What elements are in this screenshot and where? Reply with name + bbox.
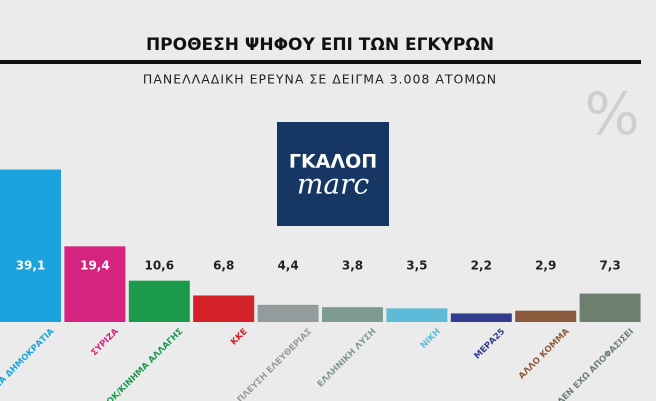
value-label: 4,4 — [277, 259, 298, 273]
bar — [193, 295, 255, 322]
logo-box — [277, 122, 389, 226]
value-label: 3,8 — [342, 259, 363, 273]
chart-subtitle: ΠΑΝΕΛΛΑΔΙΚΗ ΕΡΕΥΝΑ ΣΕ ΔΕΙΓΜΑ 3.008 ΑΤΟΜΩ… — [143, 72, 497, 87]
bar — [579, 293, 641, 322]
x-tick-label: ΑΛΛΟ ΚΟΜΜΑ — [517, 327, 572, 382]
value-label: 2,9 — [535, 259, 556, 273]
chart-title: ΠΡΟΘΕΣΗ ΨΗΦΟΥ ΕΠΙ ΤΩΝ ΕΓΚΥΡΩΝ — [146, 35, 494, 55]
unit-mark: % — [584, 80, 639, 148]
bar — [386, 308, 448, 322]
x-tick-label: ΝΙΚΗ — [419, 327, 443, 351]
x-tick-label: ΜΕΡΑ25 — [473, 327, 508, 362]
value-label: 7,3 — [599, 259, 620, 273]
value-label: 19,4 — [80, 259, 110, 273]
x-tick-label: ΕΛΛΗΝΙΚΗ ΛΥΣΗ — [316, 327, 379, 390]
logo-text: marc — [297, 168, 370, 201]
title-rule — [0, 60, 641, 64]
x-tick-label: ΔΕΝ ΕΧΩ ΑΠΟΦΑΣΙΣΕΙ — [556, 327, 636, 401]
x-tick-label: ΣΥΡΙΖΑ — [90, 327, 121, 358]
bar — [515, 310, 577, 322]
bar — [0, 169, 61, 322]
value-label: 6,8 — [213, 259, 234, 273]
x-tick-label: ΝΕΑ ΔΗΜΟΚΡΑΤΙΑ — [0, 327, 57, 396]
value-label: 2,2 — [471, 259, 492, 273]
bar — [450, 313, 512, 322]
x-tick-label: ΚΚΕ — [229, 327, 250, 348]
x-tick-label: ΠΛΕΥΣΗ ΕΛΕΥΘΕΡΙΑΣ — [236, 327, 314, 401]
bar — [64, 246, 126, 322]
logo-text: ΓΚΑΛΟΠ — [289, 151, 377, 173]
bar — [257, 304, 319, 322]
bar — [322, 307, 383, 322]
value-label: 3,5 — [406, 259, 427, 273]
value-label: 10,6 — [144, 259, 174, 273]
bar — [128, 280, 190, 322]
value-label: 39,1 — [16, 259, 46, 273]
